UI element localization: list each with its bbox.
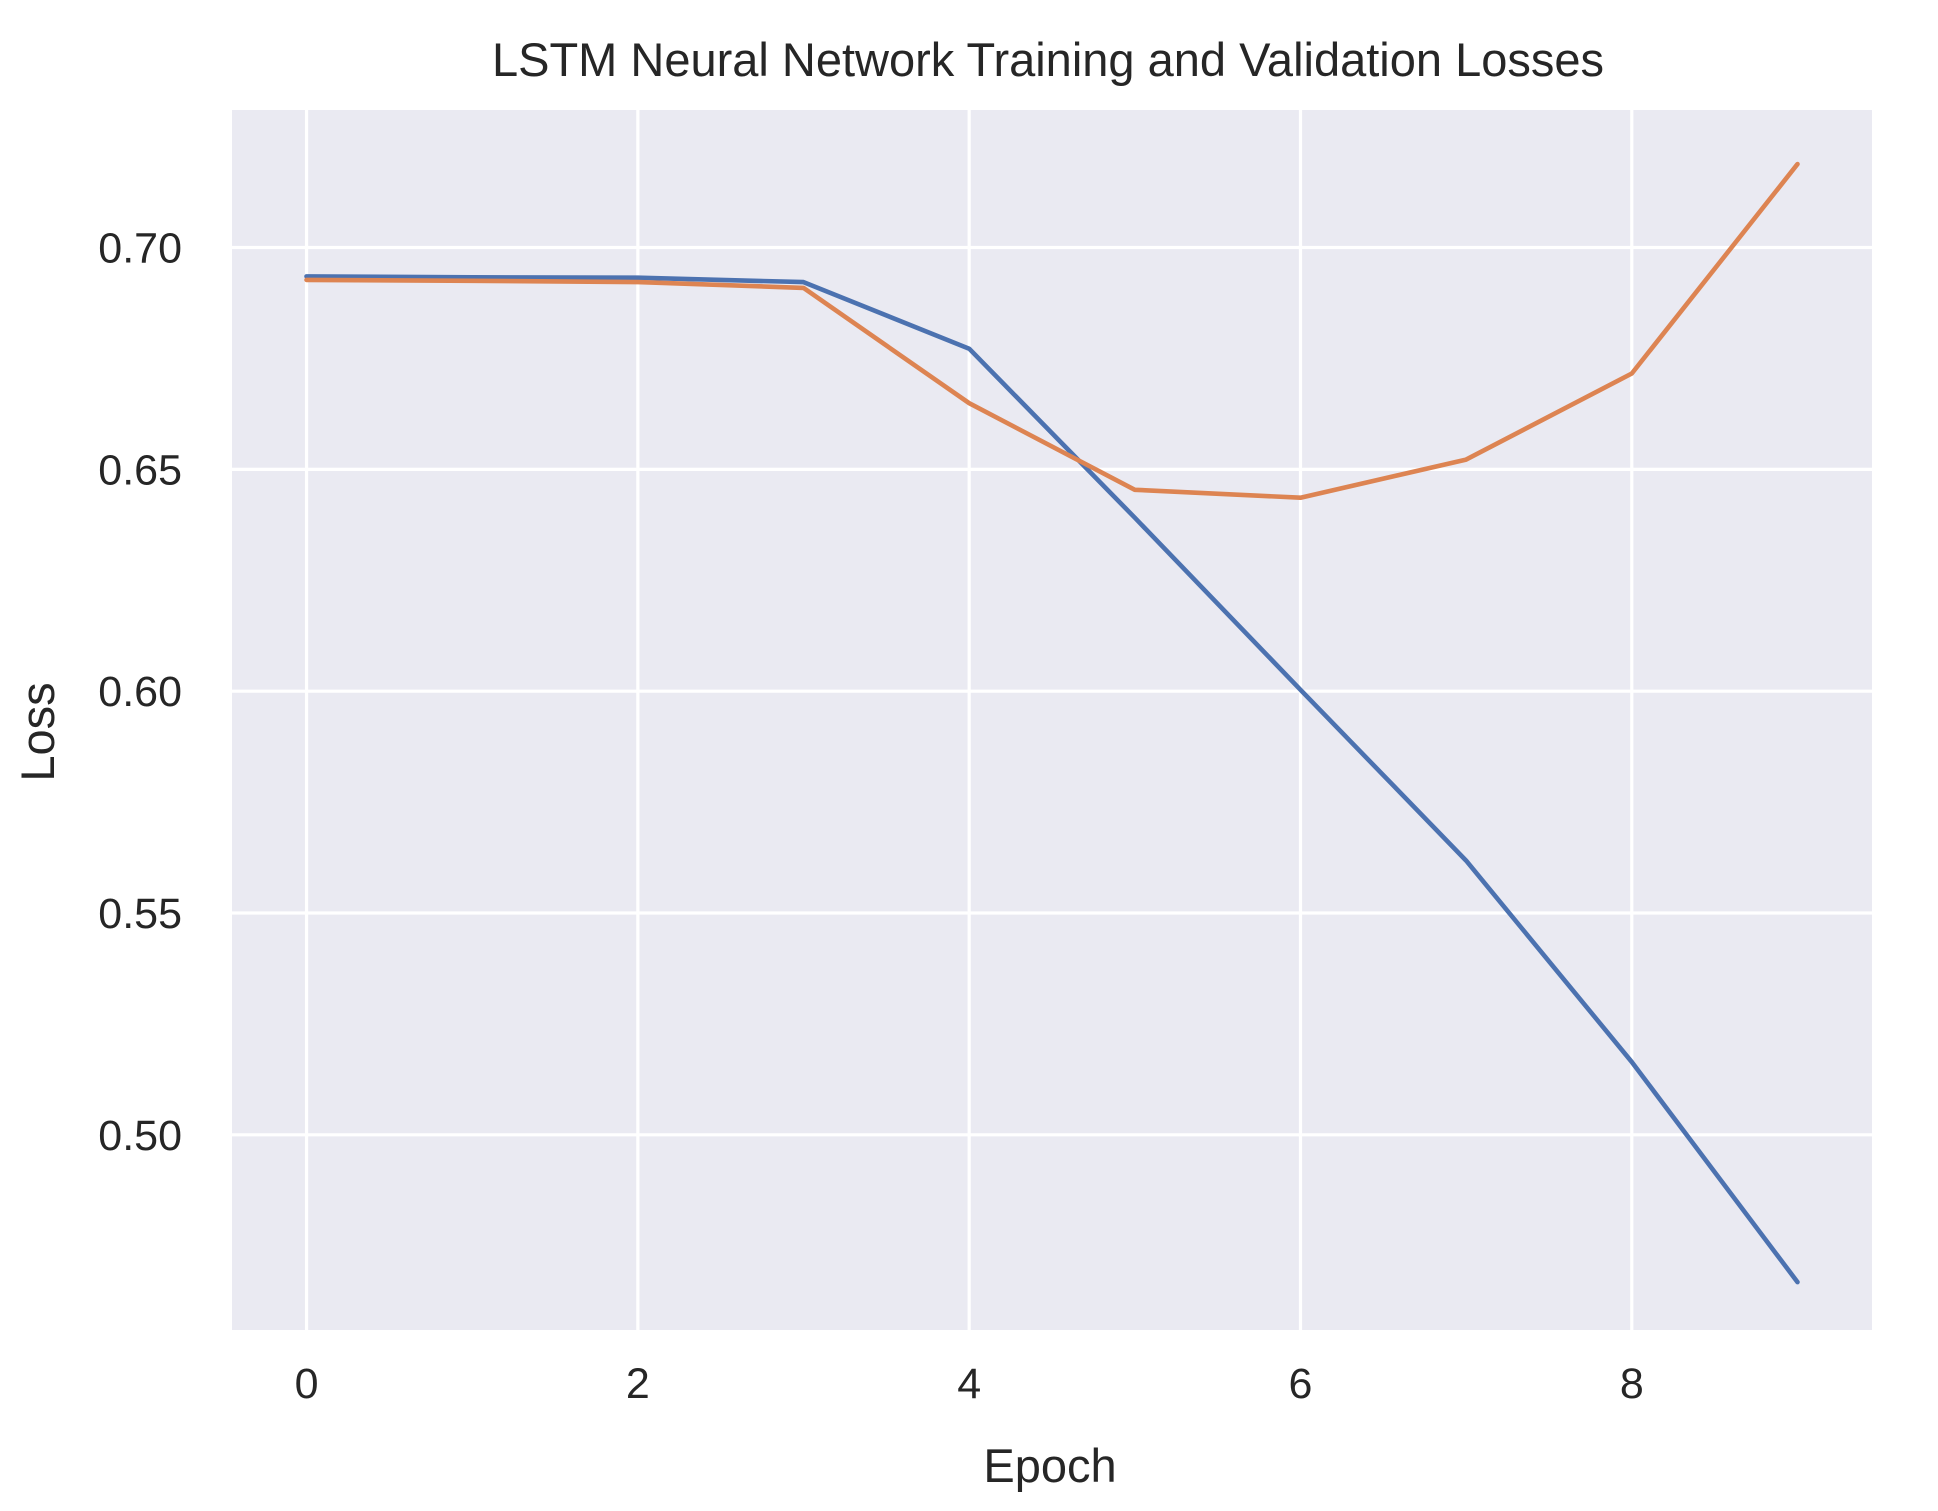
x-gridlines bbox=[304, 110, 1634, 1330]
y-axis-label: Loss bbox=[11, 682, 64, 781]
y-tick-label: 0.70 bbox=[98, 225, 182, 273]
plot-area bbox=[232, 110, 1872, 1330]
x-tick-label: 4 bbox=[957, 1360, 981, 1408]
y-tick-labels: 0.50 0.55 0.60 0.65 0.70 bbox=[98, 225, 182, 1160]
series-line-1 bbox=[304, 274, 1800, 1285]
chart-title: LSTM Neural Network Training and Validat… bbox=[492, 33, 1604, 86]
y-tick-label: 0.65 bbox=[98, 446, 182, 494]
y-tick-label: 0.60 bbox=[98, 668, 182, 716]
y-tick-label: 0.50 bbox=[98, 1112, 182, 1160]
x-tick-labels: 0 2 4 6 8 bbox=[295, 1360, 1644, 1408]
series-line-2 bbox=[304, 161, 1800, 501]
series-lines bbox=[304, 161, 1800, 1285]
y-gridlines bbox=[232, 245, 1872, 1137]
x-tick-label: 2 bbox=[626, 1360, 650, 1408]
x-axis-label: Epoch bbox=[983, 1439, 1116, 1492]
x-tick-label: 6 bbox=[1289, 1360, 1313, 1408]
y-tick-label: 0.55 bbox=[98, 890, 182, 938]
x-tick-label: 8 bbox=[1620, 1360, 1644, 1408]
x-tick-label: 0 bbox=[295, 1360, 319, 1408]
